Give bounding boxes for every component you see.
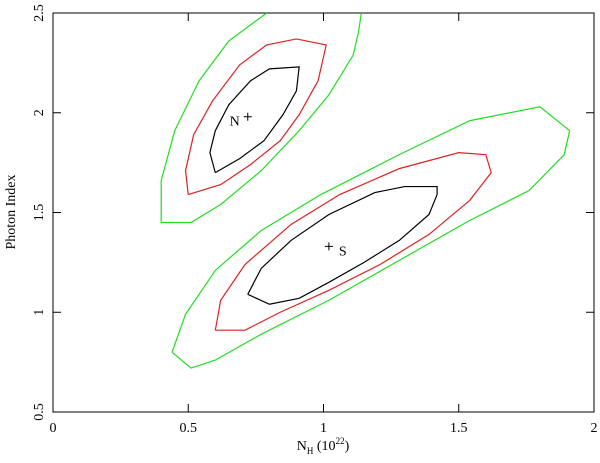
y-tick-label: 1: [32, 309, 47, 316]
x-tick-label: 0: [50, 421, 57, 436]
contour-line: [214, 152, 492, 331]
contour-line: [184, 38, 327, 196]
x-tick-label: 1.5: [450, 421, 468, 436]
contour-line: [171, 106, 571, 369]
x-tick-label: 1: [320, 421, 327, 436]
y-tick-label: 2: [32, 109, 47, 116]
y-axis-label: Photon Index: [4, 174, 19, 249]
point-label: N: [230, 115, 240, 130]
point-label: S: [339, 244, 347, 259]
x-tick-label: 2: [591, 421, 598, 436]
contour-line: [160, 13, 362, 224]
x-axis-label: NH (1022): [297, 436, 350, 456]
y-tick-label: 2.5: [32, 4, 47, 22]
contour-line: [209, 66, 300, 174]
x-tick-label: 0.5: [180, 421, 198, 436]
y-tick-label: 0.5: [32, 403, 47, 421]
contour-line: [247, 185, 438, 305]
y-tick-label: 1.5: [32, 204, 47, 222]
best-fit-marker: [243, 112, 252, 121]
best-fit-marker: [324, 242, 333, 251]
plot-frame: [52, 12, 595, 413]
plot-area: [160, 13, 571, 369]
